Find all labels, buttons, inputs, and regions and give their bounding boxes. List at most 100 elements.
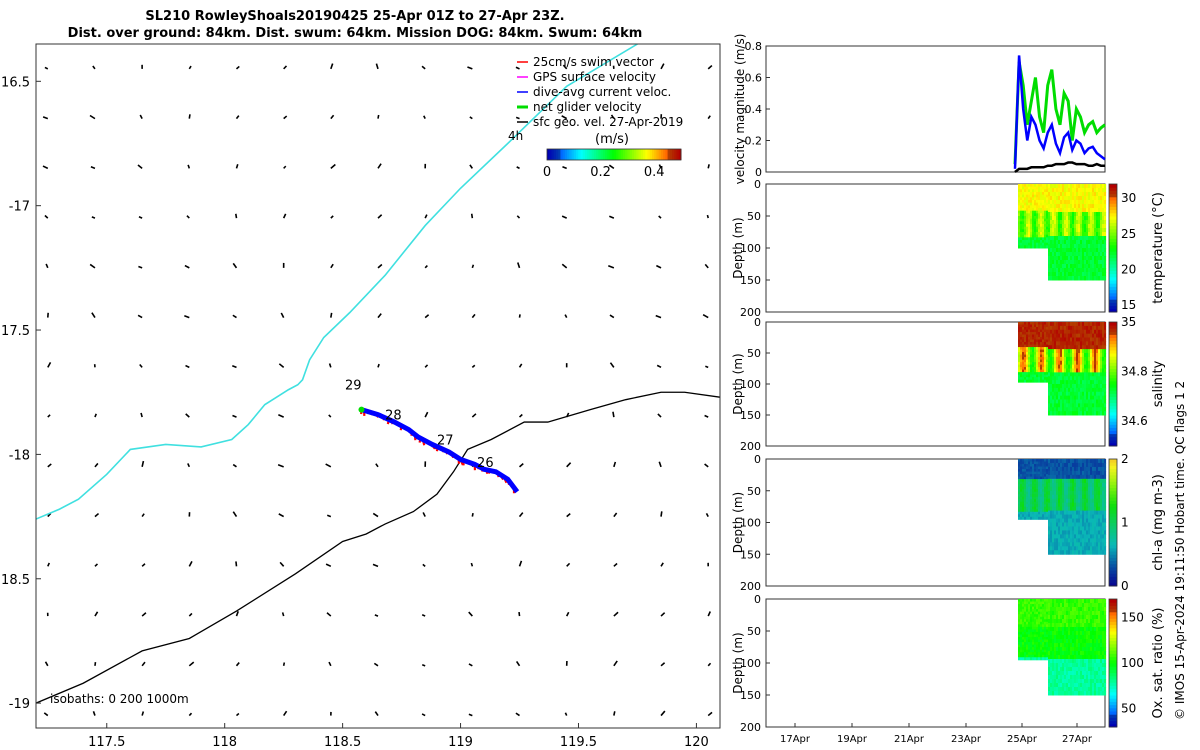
section-cell bbox=[1020, 629, 1023, 633]
section-cell bbox=[1096, 459, 1099, 464]
section-cell bbox=[1062, 236, 1065, 241]
section-cell bbox=[1074, 212, 1077, 217]
section-cell bbox=[1078, 546, 1081, 551]
section-cell bbox=[1062, 356, 1065, 362]
section-cell bbox=[1074, 659, 1077, 664]
panel-colorbar-tick-label: 34.6 bbox=[1121, 414, 1148, 428]
section-cell bbox=[1050, 494, 1053, 500]
section-cell bbox=[1068, 380, 1071, 385]
section-cell bbox=[1042, 210, 1045, 214]
section-cell bbox=[1100, 506, 1103, 512]
section-cell bbox=[1052, 403, 1055, 408]
section-cell bbox=[1020, 611, 1023, 615]
panel-colorbar-cell bbox=[1109, 442, 1117, 447]
depth-y-tick-label: 0 bbox=[754, 453, 761, 466]
map-y-tick-label: 17.5 bbox=[1, 324, 30, 339]
section-cell bbox=[1094, 391, 1097, 397]
section-cell bbox=[1078, 550, 1081, 555]
section-cell bbox=[1098, 683, 1101, 688]
section-cell bbox=[1064, 651, 1067, 656]
section-cell bbox=[1052, 607, 1055, 612]
section-cell bbox=[1062, 224, 1065, 229]
section-cell bbox=[1048, 268, 1051, 273]
section-cell bbox=[1098, 411, 1101, 416]
section-cell bbox=[1044, 210, 1047, 214]
section-cell bbox=[1020, 614, 1023, 618]
section-cell bbox=[1036, 329, 1039, 333]
section-cell bbox=[1018, 609, 1021, 613]
section-cell bbox=[1072, 538, 1075, 543]
section-cell bbox=[1078, 659, 1081, 664]
section-cell bbox=[1074, 623, 1077, 628]
section-cell bbox=[1080, 333, 1083, 338]
section-cell bbox=[1054, 502, 1057, 508]
section-cell bbox=[1040, 621, 1043, 625]
section-cell bbox=[1094, 510, 1097, 516]
section-cell bbox=[1064, 272, 1067, 277]
section-cell bbox=[1032, 377, 1035, 381]
section-cell bbox=[1046, 642, 1049, 646]
section-cell bbox=[1050, 675, 1053, 680]
section-cell bbox=[1018, 514, 1021, 518]
section-cell bbox=[1090, 240, 1093, 245]
section-cell bbox=[1068, 411, 1071, 416]
section-cell bbox=[1080, 631, 1083, 636]
section-cell bbox=[1068, 372, 1071, 377]
velocity-y-tick-label: 0.6 bbox=[745, 72, 763, 85]
section-cell bbox=[1046, 652, 1049, 656]
section-cell bbox=[1060, 667, 1063, 672]
section-cell bbox=[1088, 462, 1091, 468]
section-cell bbox=[1058, 482, 1061, 488]
section-cell bbox=[1096, 667, 1099, 672]
section-cell bbox=[1062, 482, 1065, 488]
section-cell bbox=[1070, 462, 1073, 468]
section-cell bbox=[1032, 511, 1035, 515]
section-cell bbox=[1026, 367, 1029, 371]
section-cell bbox=[1082, 534, 1085, 539]
section-cell bbox=[1052, 220, 1055, 225]
section-cell bbox=[1104, 643, 1107, 648]
section-cell bbox=[1056, 494, 1059, 500]
section-cell bbox=[1098, 466, 1101, 472]
section-cell bbox=[1038, 624, 1041, 628]
section-cell bbox=[1046, 374, 1049, 378]
colorbar-cell bbox=[647, 149, 651, 160]
section-cell bbox=[1096, 204, 1099, 209]
section-cell bbox=[1054, 627, 1057, 632]
depth-y-tick-label: 100 bbox=[740, 657, 761, 670]
section-cell bbox=[1092, 550, 1095, 555]
section-cell bbox=[1046, 197, 1049, 201]
section-cell bbox=[1018, 469, 1021, 473]
section-cell bbox=[1026, 499, 1029, 503]
section-cell bbox=[1070, 643, 1073, 648]
section-cell bbox=[1070, 667, 1073, 672]
section-cell bbox=[1070, 518, 1073, 523]
section-cell bbox=[1054, 256, 1057, 261]
section-cell bbox=[1056, 387, 1059, 393]
section-cell bbox=[1056, 550, 1059, 555]
section-cell bbox=[1052, 675, 1055, 680]
section-cell bbox=[1094, 276, 1097, 281]
map-x-tick-label: 118.5 bbox=[324, 735, 361, 750]
section-cell bbox=[1078, 399, 1081, 404]
section-cell bbox=[1054, 643, 1057, 648]
section-cell bbox=[1098, 360, 1101, 366]
section-cell bbox=[1104, 268, 1107, 273]
section-cell bbox=[1102, 272, 1105, 277]
section-cell bbox=[1038, 337, 1041, 341]
section-cell bbox=[1054, 399, 1057, 404]
section-cell bbox=[1030, 234, 1033, 238]
section-cell bbox=[1022, 322, 1025, 326]
section-cell bbox=[1042, 509, 1045, 513]
section-cell bbox=[1070, 550, 1073, 555]
panel-colorbar-cell bbox=[1109, 653, 1117, 658]
section-cell bbox=[1094, 482, 1097, 488]
section-cell bbox=[1048, 376, 1051, 381]
section-cell bbox=[1080, 196, 1083, 201]
section-cell bbox=[1060, 530, 1063, 535]
section-cell bbox=[1038, 324, 1041, 328]
section-cell bbox=[1084, 611, 1087, 616]
section-cell bbox=[1044, 599, 1047, 603]
section-cell bbox=[1058, 659, 1061, 664]
section-cell bbox=[1024, 216, 1027, 220]
